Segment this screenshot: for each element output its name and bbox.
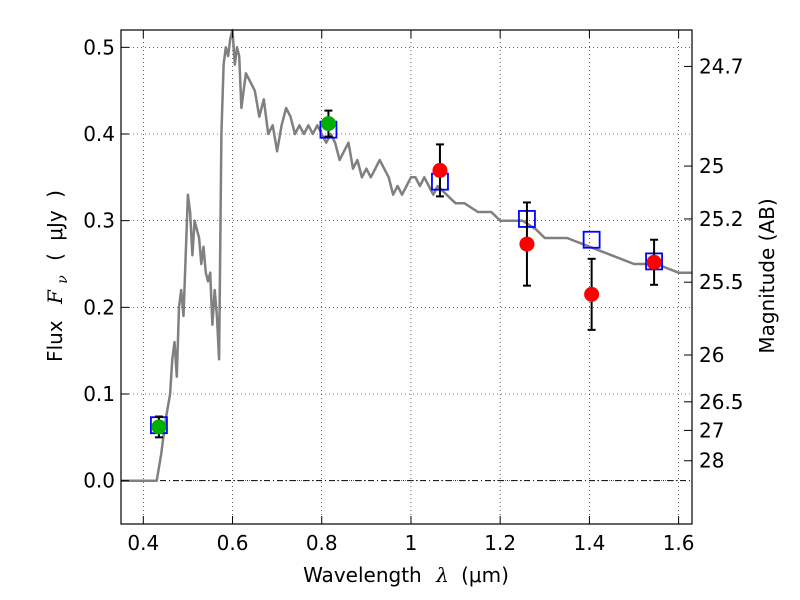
y-axis-label-symbol: F — [43, 289, 67, 305]
y-tick-label: 0.3 — [83, 209, 115, 233]
x-axis-label: Wavelength λ (μm) — [303, 563, 509, 587]
x-tick-label: 0.8 — [306, 531, 338, 555]
x-tick-label: 0.4 — [127, 531, 159, 555]
right-axis-label: Magnitude (AB) — [755, 198, 779, 353]
spectrum-line — [121, 28, 692, 482]
x-tick-label: 1.2 — [484, 531, 516, 555]
plot-frame — [120, 29, 693, 525]
ticks: 0.4 0.6 0.8 1 1.2 1.4 1.6 0.0 0.1 0.2 0.3 0.4 0.5 24.… — [83, 30, 744, 555]
data-point — [320, 116, 336, 132]
right-tick-label: 25.5 — [699, 270, 744, 294]
data-point — [151, 419, 167, 435]
y-tick-label: 0.2 — [83, 295, 115, 319]
x-axis-label-text: Wavelength — [303, 563, 422, 587]
y-axis-label-text: Flux — [43, 320, 67, 362]
x-axis-label-unit: (μm) — [461, 563, 509, 587]
marker-series — [150, 109, 663, 439]
data-point — [646, 254, 662, 270]
x-tick-label: 1.4 — [573, 531, 605, 555]
y-axis-label: Flux F ν ( μJy ) — [43, 190, 72, 362]
y-tick-label: 0.4 — [83, 122, 115, 146]
y-tick-label: 0.1 — [83, 382, 115, 406]
data-point — [519, 236, 535, 252]
spectrum-series — [121, 28, 692, 482]
right-tick-label: 26.5 — [699, 390, 744, 414]
y-tick-label: 0.5 — [83, 35, 115, 59]
right-tick-label: 25 — [699, 154, 724, 178]
model-square-marker — [582, 230, 601, 249]
right-tick-label: 25.2 — [699, 207, 744, 231]
data-point — [432, 162, 448, 178]
y-axis-label-unit: μJy — [43, 210, 67, 241]
y-axis-label-paren-open: ( — [43, 253, 67, 261]
right-tick-label: 27 — [699, 418, 724, 442]
x-axis-label-symbol: λ — [435, 563, 449, 587]
y-axis-label-subscript: ν — [55, 275, 71, 284]
x-tick-label: 0.6 — [217, 531, 249, 555]
right-tick-label: 26 — [699, 343, 724, 367]
data-point — [584, 286, 600, 302]
right-tick-label: 24.7 — [699, 54, 744, 78]
right-tick-label: 28 — [699, 449, 724, 473]
x-tick-label: 1 — [405, 531, 418, 555]
y-tick-label: 0.0 — [83, 469, 115, 493]
x-tick-label: 1.6 — [663, 531, 695, 555]
y-axis-label-paren-close: ) — [43, 190, 67, 198]
